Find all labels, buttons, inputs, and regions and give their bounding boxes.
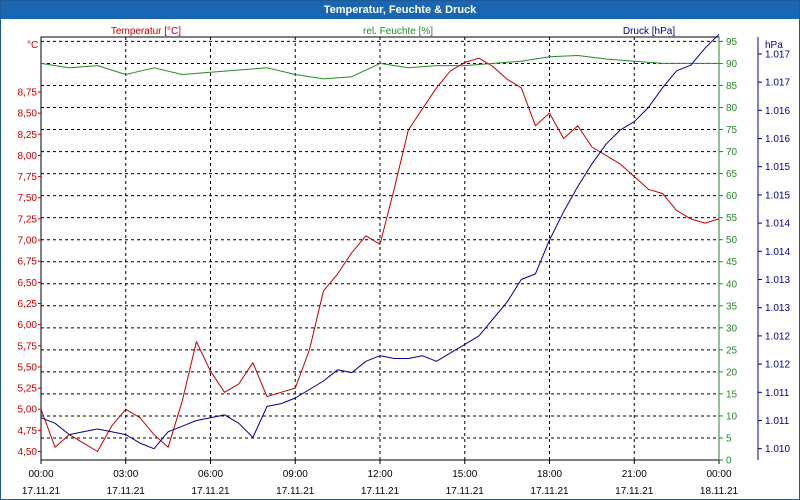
temp-tick-label: 6,75 xyxy=(18,257,38,268)
x-tick-date: 17.11.21 xyxy=(22,486,61,497)
humidity-series-line xyxy=(40,55,719,80)
pressure-tick-label: 1.011 xyxy=(765,416,790,427)
window-title: Temperatur, Feuchte & Druck xyxy=(1,1,799,19)
pressure-tick-label: 1.015 xyxy=(765,162,790,173)
humidity-tick-label: 15 xyxy=(726,389,738,400)
temp-tick-label: 8,00 xyxy=(18,151,38,162)
pressure-tick-label: 1.010 xyxy=(765,444,790,455)
pressure-tick-label: 1.016 xyxy=(765,106,790,117)
x-tick-time: 03:00 xyxy=(113,469,138,480)
x-tick-date: 17.11.21 xyxy=(361,486,400,497)
x-tick-time: 00:00 xyxy=(28,469,53,480)
humidity-tick-label: 5 xyxy=(726,433,732,444)
pressure-tick-label: 1.014 xyxy=(765,247,790,258)
x-tick-time: 12:00 xyxy=(367,469,392,480)
temp-tick-label: 6,50 xyxy=(18,278,38,289)
chart-series xyxy=(40,33,720,452)
temp-tick-label: 5,25 xyxy=(18,384,38,395)
x-tick-date: 18.11.21 xyxy=(700,486,739,497)
temp-tick-label: 8,25 xyxy=(18,130,38,141)
humidity-tick-label: 60 xyxy=(726,191,738,202)
x-tick-date: 17.11.21 xyxy=(530,486,569,497)
temp-tick-label: 8,50 xyxy=(18,109,38,120)
pressure-tick-label: 1.011 xyxy=(765,388,790,399)
chart-grid xyxy=(41,37,719,460)
x-tick-date: 17.11.21 xyxy=(191,486,230,497)
humidity-tick-label: 10 xyxy=(726,411,738,422)
pressure-unit-label: hPa xyxy=(765,40,783,51)
temp-tick-label: 7,25 xyxy=(18,214,38,225)
temp-unit-label: °C xyxy=(27,40,38,51)
humidity-tick-label: 80 xyxy=(726,103,738,114)
humidity-tick-label: 95 xyxy=(726,37,738,48)
x-tick-time: 21:00 xyxy=(622,469,647,480)
humidity-tick-label: 65 xyxy=(726,169,738,180)
humidity-tick-label: 50 xyxy=(726,235,738,246)
temp-tick-label: 8,75 xyxy=(18,87,38,98)
humidity-tick-label: 55 xyxy=(726,213,738,224)
pressure-series-line xyxy=(40,33,720,450)
temp-tick-label: 5,50 xyxy=(18,362,38,373)
temp-tick-label: 7,50 xyxy=(18,193,38,204)
humidity-tick-label: 45 xyxy=(726,257,738,268)
x-tick-time: 00:00 xyxy=(706,469,731,480)
temp-tick-label: 7,00 xyxy=(18,236,38,247)
pressure-axis-title: Druck [hPa] xyxy=(623,26,675,37)
x-tick-time: 18:00 xyxy=(537,469,562,480)
x-tick-date: 17.11.21 xyxy=(107,486,146,497)
humidity-tick-label: 25 xyxy=(726,345,738,356)
pressure-tick-label: 1.013 xyxy=(765,275,790,286)
pressure-tick-label: 1.014 xyxy=(765,219,790,230)
humidity-tick-label: 35 xyxy=(726,301,738,312)
pressure-tick-label: 1.015 xyxy=(765,190,790,201)
chart-axes xyxy=(38,36,762,464)
pressure-tick-label: 1.016 xyxy=(765,134,790,145)
humidity-tick-label: 85 xyxy=(726,81,738,92)
temp-tick-label: 5,00 xyxy=(18,405,38,416)
x-tick-time: 06:00 xyxy=(198,469,223,480)
x-tick-date: 17.11.21 xyxy=(615,486,654,497)
temp-tick-label: 6,00 xyxy=(18,320,38,331)
pressure-tick-label: 1.012 xyxy=(765,331,790,342)
humidity-tick-label: 0 xyxy=(726,456,732,467)
humidity-tick-label: 20 xyxy=(726,367,738,378)
pressure-tick-label: 1.013 xyxy=(765,303,790,314)
pressure-tick-label: 1.012 xyxy=(765,360,790,371)
x-tick-date: 17.11.21 xyxy=(276,486,315,497)
x-tick-time: 09:00 xyxy=(283,469,308,480)
humidity-tick-label: 70 xyxy=(726,147,738,158)
temp-tick-label: 4,75 xyxy=(18,426,38,437)
pressure-tick-label: 1.017 xyxy=(765,49,790,60)
temp-tick-label: 4,50 xyxy=(18,447,38,458)
humidity-tick-label: 30 xyxy=(726,323,738,334)
x-tick-date: 17.11.21 xyxy=(446,486,485,497)
humidity-tick-label: 40 xyxy=(726,279,738,290)
x-tick-time: 15:00 xyxy=(452,469,477,480)
temperature-series-line xyxy=(40,57,720,452)
temp-tick-label: 6,25 xyxy=(18,299,38,310)
temp-tick-label: 7,75 xyxy=(18,172,38,183)
humidity-tick-label: 90 xyxy=(726,59,738,70)
temp-axis-title: Temperatur [°C] xyxy=(111,26,181,37)
temp-tick-label: 5,75 xyxy=(18,341,38,352)
pressure-tick-label: 1.017 xyxy=(765,78,790,89)
humidity-axis-title: rel. Feuchte [%] xyxy=(363,26,433,37)
humidity-tick-label: 75 xyxy=(726,125,738,136)
chart-labels: 00:00 17.11.21 03:00 17.11.21 06:00 17.11.21 0… xyxy=(18,26,791,497)
